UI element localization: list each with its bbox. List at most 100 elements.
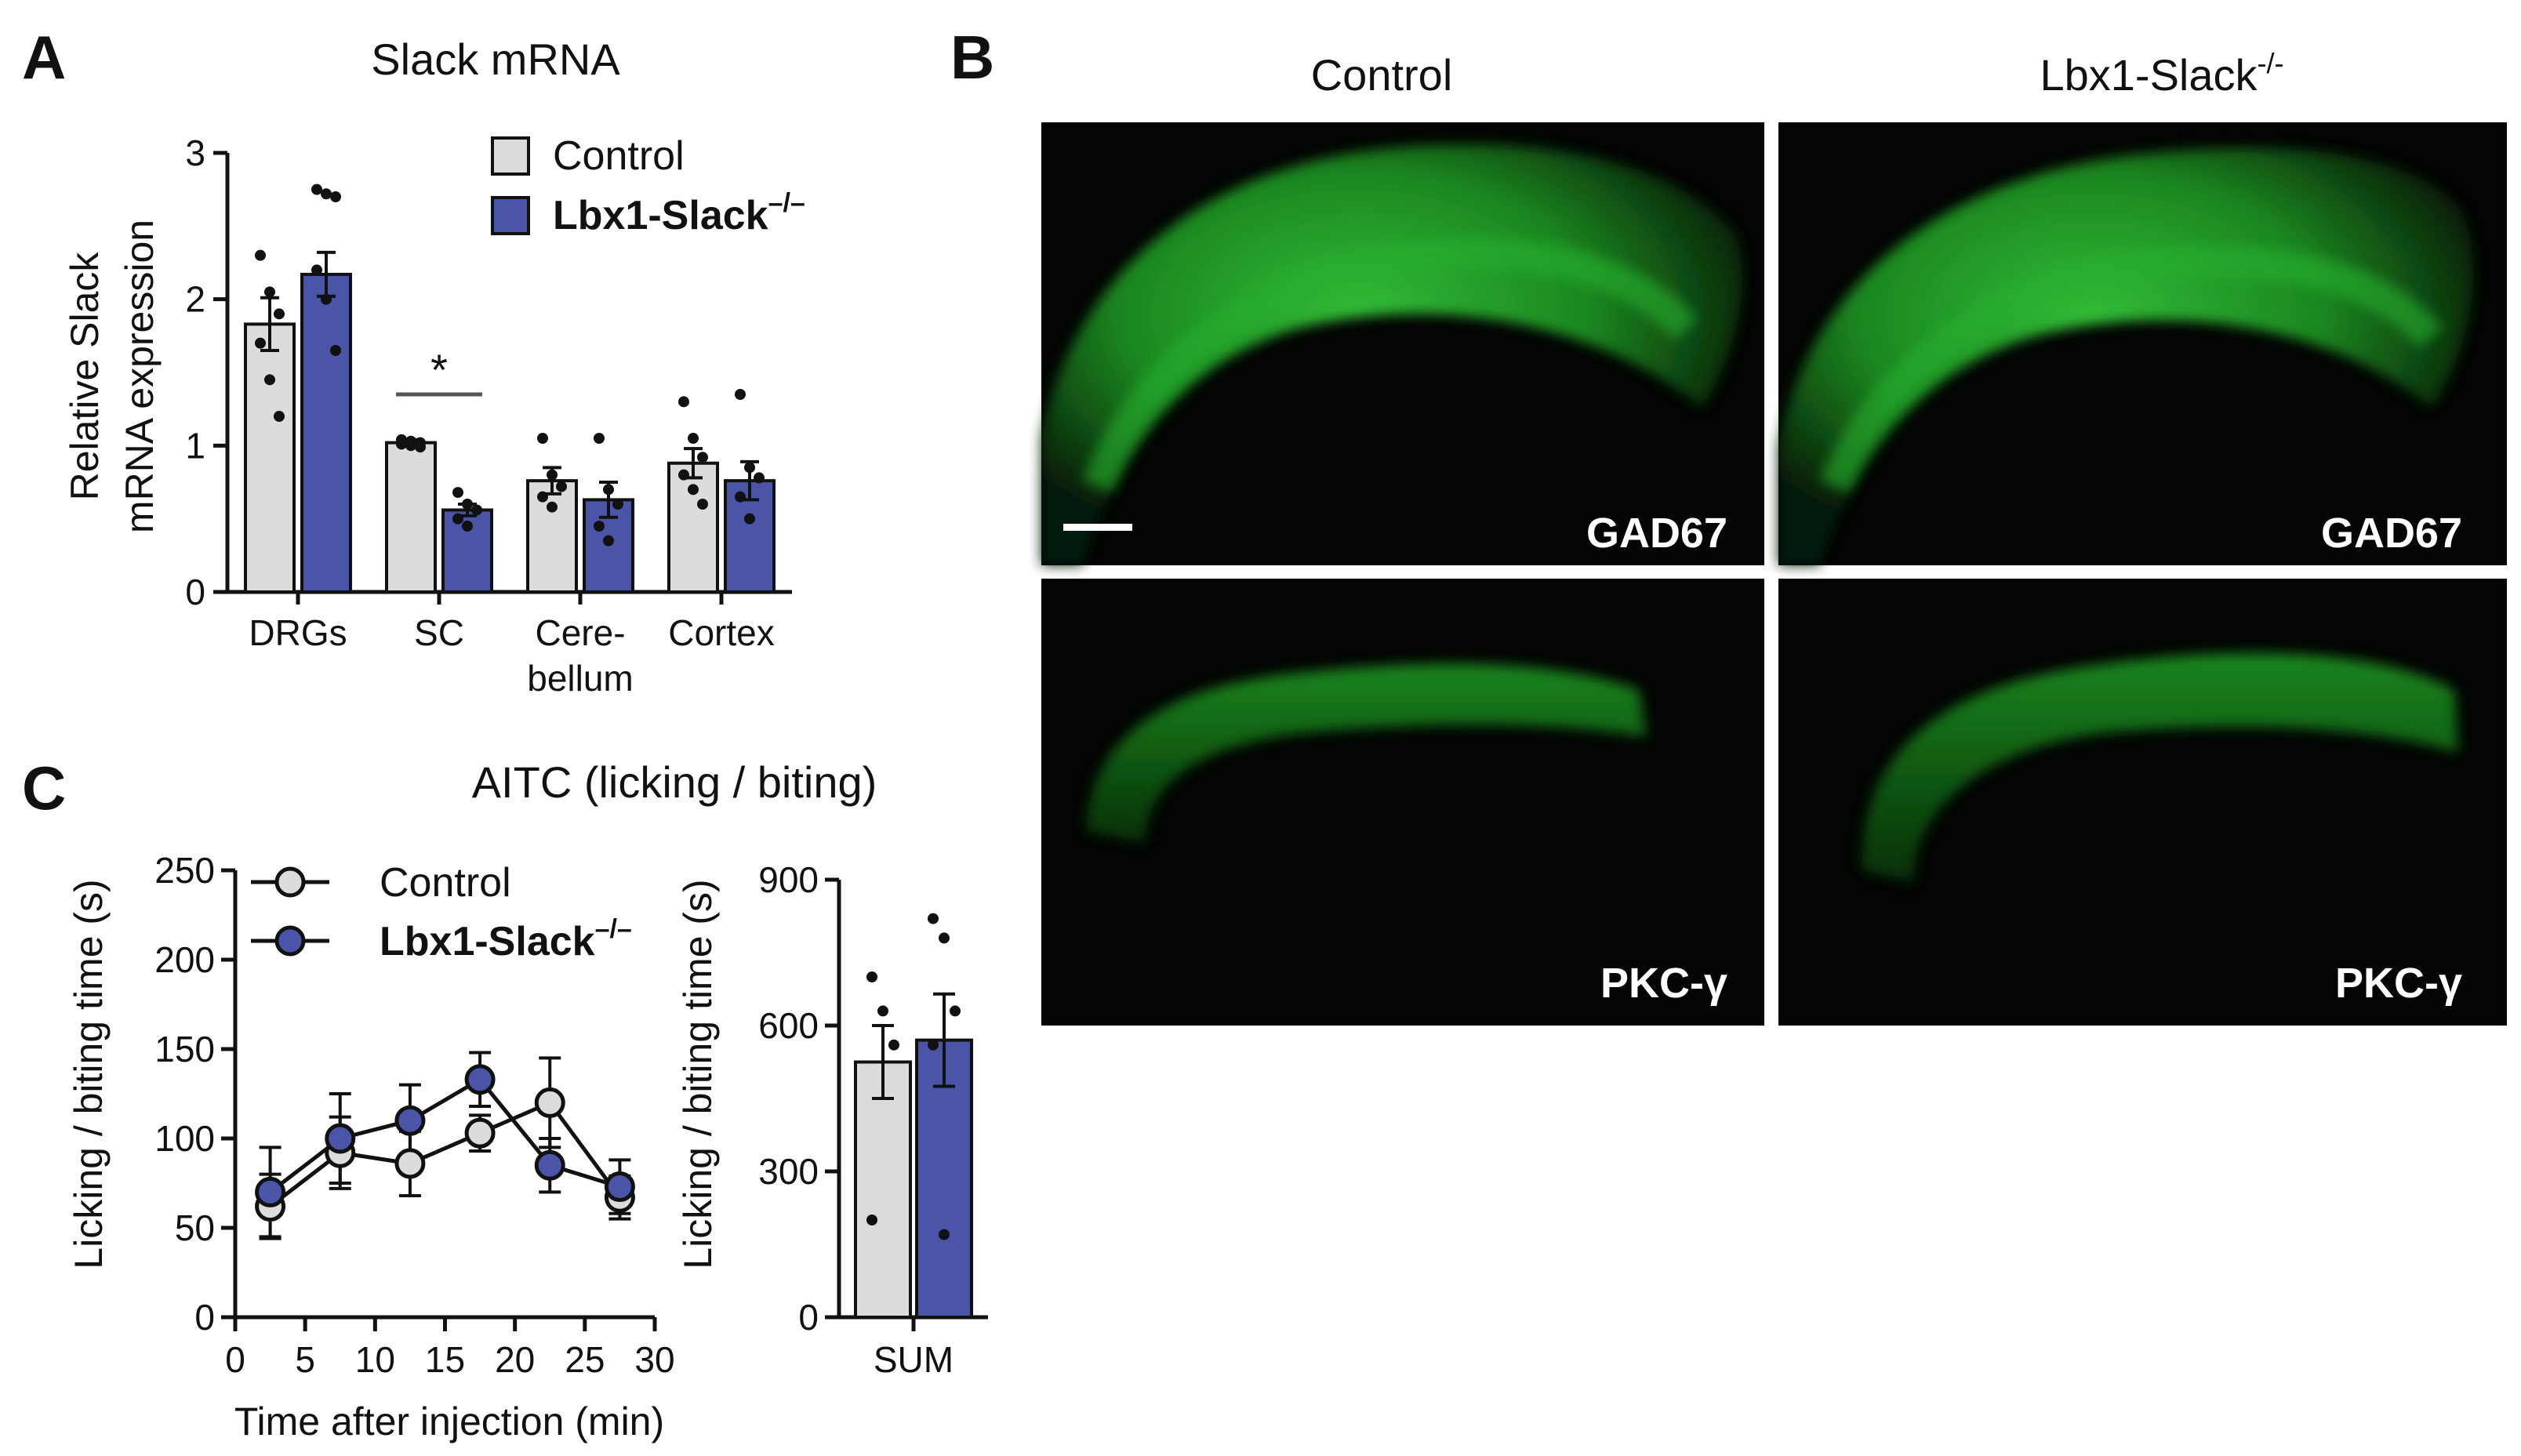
legend-swatch-ko [491,196,530,235]
data-marker [325,1123,356,1154]
x-tick-label: Cere-bellum [527,612,634,699]
x-tick-label: 30 [634,1339,674,1380]
data-point [928,913,939,924]
legend-label-control: Control [553,133,685,179]
y-tick-label: 0 [194,1297,215,1338]
data-point [537,491,548,503]
data-point [255,337,266,349]
x-tick-label: Cortex [668,612,774,653]
panel-b-column-ko: Lbx1-Slack-/- [2040,47,2283,100]
y-tick-label: 150 [154,1029,215,1069]
y-tick-label: 3 [185,133,205,173]
y-tick-label: 0 [798,1297,819,1338]
data-point [866,1215,877,1225]
x-tick-label: 25 [565,1339,605,1380]
data-marker [534,1087,565,1118]
panel-c-legend: Control Lbx1-Slack–/– [251,860,632,964]
data-point [452,513,463,525]
bar [244,322,296,594]
panel-a-title: Slack mRNA [371,34,620,84]
data-point [556,481,567,492]
panel-c-title: AITC (licking / biting) [472,757,877,807]
y-tick-label: 250 [154,850,215,891]
data-point [330,345,341,356]
bar [385,441,437,594]
micrograph-label-gad67-control: GAD67 [1586,510,1727,557]
data-point [612,499,623,510]
x-tick-label: SC [414,612,464,653]
y-tick-label: 0 [185,572,205,612]
data-point [311,264,322,276]
data-point [264,286,275,298]
data-point [594,433,605,444]
data-point [888,1039,899,1051]
x-tick-label: DRGs [249,612,347,653]
x-tick-label: 10 [355,1339,395,1380]
panel-c-left-xlabel: Time after injection (min) [234,1400,664,1443]
y-tick-label: 50 [175,1207,215,1248]
data-point [939,932,950,944]
data-point [754,472,765,484]
data-point [594,521,605,532]
data-point [452,487,463,499]
data-point [735,389,746,400]
data-point [603,535,614,546]
data-point [274,308,285,320]
data-point [547,501,558,513]
data-point [939,1229,950,1240]
data-point [744,462,755,474]
panel-b: B Control Lbx1-Slack-/- GAD67 GAD67 PKC-… [950,23,2507,1026]
micrograph-label-pkc-ko: PKC-γ [2335,960,2462,1007]
panel-a: A Slack mRNA Relative Slack mRNA express… [22,23,805,699]
data-point [744,513,755,525]
data-marker [604,1171,635,1203]
bar [854,1060,912,1319]
bar [300,272,352,594]
panel-c-right-ylabel: Licking / biting time (s) [676,879,720,1269]
data-point [603,484,614,496]
data-point [866,971,877,982]
data-point [678,469,689,481]
micrograph-gad67-control: GAD67 [1041,122,1764,565]
micrograph-pkc-control: PKC-γ [1041,579,1764,1026]
series-line [269,1077,621,1194]
data-point [255,249,266,261]
panel-a-legend: Control Lbx1-Slack–/– [491,133,805,238]
data-point [330,191,341,202]
x-tick-label: SUM [874,1339,954,1380]
micrograph-gad67-ko: GAD67 [1778,122,2507,566]
data-point [321,188,332,200]
x-tick-label: 0 [225,1339,245,1380]
y-tick-label: 900 [758,859,819,900]
data-point [537,433,548,444]
data-point [950,1005,961,1017]
data-marker [464,1064,496,1095]
data-point [735,491,746,503]
x-tick-label: 15 [425,1339,465,1380]
data-point [697,499,708,510]
data-point [264,374,275,386]
data-marker [255,1176,286,1207]
legend-label-ko: Lbx1-Slack–/– [553,188,805,238]
data-point [547,469,558,481]
panel-a-ylabel: Relative Slack mRNA expression [63,220,162,533]
data-marker [394,1148,426,1179]
panel-c-left-plot: 0 50 100 150 200 250 0 5 10 15 20 25 30 [154,850,674,1380]
data-point [396,438,407,450]
legend-marker-ko [274,925,306,957]
series-line [269,1100,622,1208]
panel-c-left-ylabel: Licking / biting time (s) [67,879,111,1269]
legend-swatch-control [491,136,530,176]
data-point [928,1039,939,1051]
data-point [321,293,332,305]
data-point [311,183,322,195]
data-point [274,411,285,422]
micrograph-label-gad67-ko: GAD67 [2321,510,2462,557]
micrograph-pkc-ko: PKC-γ [1778,579,2507,1026]
panel-b-letter: B [950,23,994,92]
x-tick-label: 20 [495,1339,535,1380]
legend-label-control-c: Control [380,860,511,906]
data-point [688,433,699,444]
panel-c-letter: C [22,753,66,822]
